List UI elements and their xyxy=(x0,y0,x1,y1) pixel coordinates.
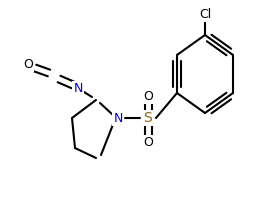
Text: Cl: Cl xyxy=(199,7,211,21)
Text: O: O xyxy=(23,58,33,71)
Text: N: N xyxy=(73,82,83,95)
Text: S: S xyxy=(144,111,152,125)
Text: O: O xyxy=(143,136,153,148)
Text: O: O xyxy=(143,90,153,102)
Text: N: N xyxy=(113,112,123,124)
